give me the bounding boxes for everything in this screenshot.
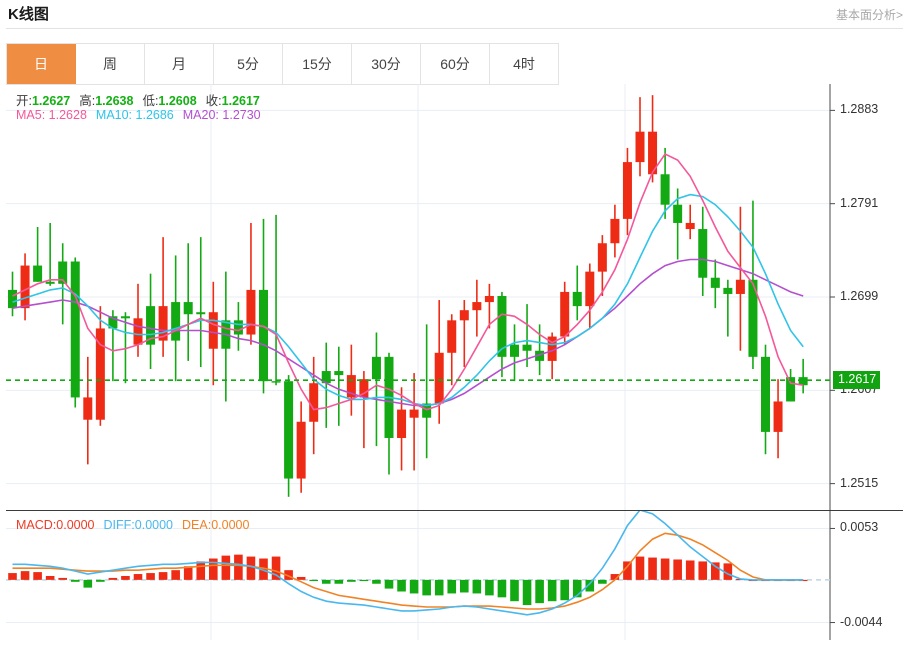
header-divider bbox=[6, 28, 903, 29]
price-chart-panel[interactable]: 开:1.2627 高:1.2638 低:1.2608 收:1.2617 MA5: 1.… bbox=[6, 84, 903, 510]
tab-7[interactable]: 4时 bbox=[490, 44, 559, 84]
price-tick-label: 1.2515 bbox=[840, 475, 879, 490]
timeframe-tabs: 日 周 月 5分 15分 30分 60分 4时 bbox=[6, 43, 559, 85]
tab-label: 60分 bbox=[440, 56, 470, 72]
fundamental-analysis-link[interactable]: 基本面分析> bbox=[835, 8, 903, 22]
price-tick-label: 1.2883 bbox=[840, 102, 879, 117]
tab-5[interactable]: 30分 bbox=[352, 44, 421, 84]
price-tick-label: 1.2791 bbox=[840, 195, 879, 210]
tab-6[interactable]: 60分 bbox=[421, 44, 490, 84]
tab-2[interactable]: 月 bbox=[145, 44, 214, 84]
tab-0[interactable]: 日 bbox=[7, 44, 76, 84]
tab-1[interactable]: 周 bbox=[76, 44, 145, 84]
macd-tick-label: -0.0044 bbox=[840, 614, 883, 629]
tab-label: 15分 bbox=[302, 56, 332, 72]
macd-tick-label: 0.0053 bbox=[840, 520, 879, 535]
price-tick-label: 1.2699 bbox=[840, 289, 879, 303]
page-title: K线图 bbox=[8, 6, 49, 23]
panel-divider bbox=[6, 510, 903, 511]
tab-3[interactable]: 5分 bbox=[214, 44, 283, 84]
macd-chart-panel[interactable]: MACD:0.0000 DIFF:0.0000 DEA:0.0000 0.0053-… bbox=[6, 511, 903, 640]
macd-chart-svg bbox=[6, 511, 835, 640]
price-chart-svg bbox=[6, 84, 835, 510]
tab-label: 日 bbox=[34, 56, 48, 72]
tab-label: 4时 bbox=[513, 56, 535, 72]
tab-label: 周 bbox=[103, 56, 117, 72]
tab-label: 30分 bbox=[371, 56, 401, 72]
current-price-tag: 1.2617 bbox=[833, 371, 881, 390]
page-header: K线图 基本面分析> bbox=[0, 0, 909, 29]
tab-label: 月 bbox=[172, 56, 186, 72]
tab-label: 5分 bbox=[237, 56, 259, 72]
tab-4[interactable]: 15分 bbox=[283, 44, 352, 84]
